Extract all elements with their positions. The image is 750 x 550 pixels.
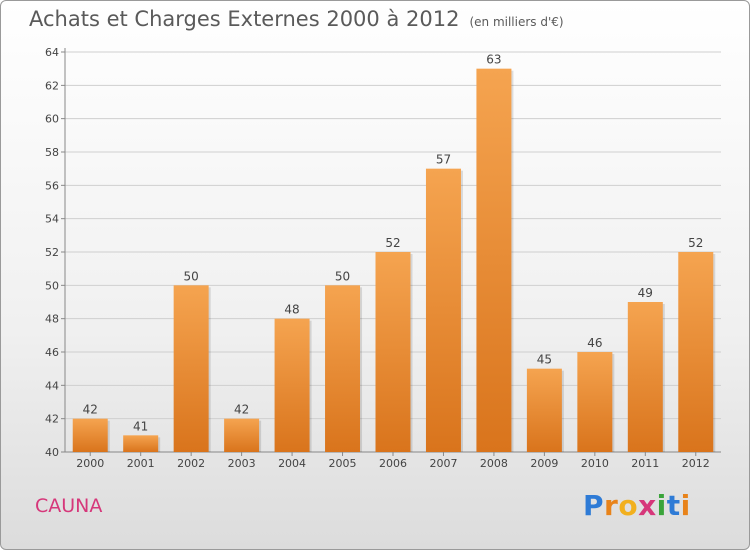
y-tick-label: 58 — [45, 146, 59, 159]
y-tick-label: 50 — [45, 279, 59, 292]
bar-2003 — [224, 418, 260, 452]
bar-2002 — [173, 285, 209, 452]
data-label: 46 — [587, 336, 602, 350]
y-tick-label: 46 — [45, 346, 59, 359]
bar-2006 — [375, 252, 411, 452]
bar-2007 — [425, 168, 461, 452]
data-label: 50 — [184, 269, 199, 283]
data-label: 41 — [133, 419, 148, 433]
y-tick-label: 56 — [45, 179, 59, 192]
x-tick-label: 2006 — [379, 457, 407, 470]
logo-letter: P — [583, 489, 605, 522]
x-tick-label: 2002 — [177, 457, 205, 470]
x-tick-label: 2005 — [329, 457, 357, 470]
x-tick-label: 2009 — [530, 457, 558, 470]
x-tick-label: 2011 — [631, 457, 659, 470]
bar-2011 — [627, 302, 663, 452]
x-tick-label: 2001 — [127, 457, 155, 470]
bar-2010 — [577, 352, 613, 452]
x-tick-label: 2008 — [480, 457, 508, 470]
y-tick-label: 64 — [45, 46, 59, 59]
data-labels: 42 41 50 42 48 50 52 57 63 45 46 49 52 — [83, 53, 704, 434]
x-tick-label: 2000 — [76, 457, 104, 470]
commune-name: CAUNA — [35, 495, 103, 517]
data-label: 52 — [688, 236, 703, 250]
proxiti-logo: Proxiti — [583, 489, 691, 522]
bars — [72, 68, 716, 453]
data-label: 48 — [284, 303, 299, 317]
bar-2001 — [123, 435, 159, 452]
y-tick-label: 44 — [45, 379, 59, 392]
x-tick-label: 2010 — [581, 457, 609, 470]
chart-title-text: Achats et Charges Externes 2000 à 2012 — [29, 7, 460, 31]
y-tick-label: 40 — [45, 446, 59, 459]
logo-letter: i — [680, 489, 691, 522]
data-label: 49 — [638, 286, 653, 300]
bar-2008 — [476, 68, 512, 453]
data-label: 63 — [486, 53, 501, 67]
data-label: 45 — [537, 353, 552, 367]
y-tick-label: 42 — [45, 413, 59, 426]
data-label: 42 — [83, 403, 98, 417]
axes: 40 42 44 46 48 50 52 54 56 58 60 62 64 2000 2001 2002 20… — [45, 46, 721, 470]
data-label: 57 — [436, 153, 451, 167]
y-tick-label: 48 — [45, 313, 59, 326]
bar-2012 — [678, 252, 714, 452]
x-tick-label: 2007 — [429, 457, 457, 470]
data-label: 52 — [385, 236, 400, 250]
chart-title: Achats et Charges Externes 2000 à 2012 (e… — [29, 7, 564, 31]
x-tick-label: 2004 — [278, 457, 306, 470]
logo-letter: t — [666, 489, 681, 522]
bar-2005 — [325, 285, 361, 452]
bar-2000 — [72, 418, 108, 452]
y-tick-label: 62 — [45, 79, 59, 92]
x-tick-label: 2012 — [682, 457, 710, 470]
y-tick-label: 54 — [45, 213, 59, 226]
logo-letter: i — [656, 489, 667, 522]
x-tick-label: 2003 — [228, 457, 256, 470]
bar-2004 — [274, 318, 310, 452]
y-tick-label: 60 — [45, 113, 59, 126]
data-label: 42 — [234, 403, 249, 417]
bar-2009 — [526, 368, 562, 452]
logo-letter: o — [618, 489, 639, 522]
logo-letter: x — [638, 489, 657, 522]
logo-letter: r — [604, 489, 619, 522]
data-label: 50 — [335, 269, 350, 283]
chart-unit: (en milliers d'€) — [469, 15, 564, 29]
y-tick-label: 52 — [45, 246, 59, 259]
